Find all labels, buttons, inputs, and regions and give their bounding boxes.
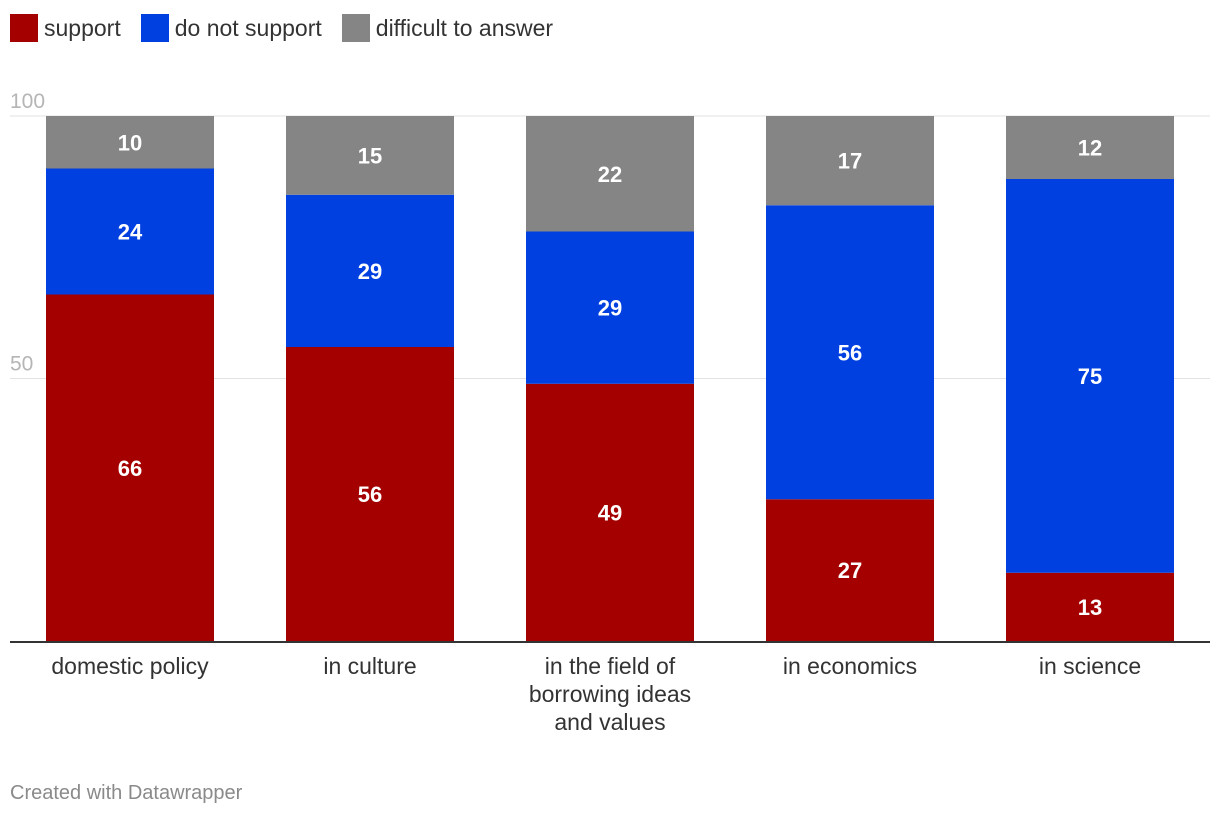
bar-in-science-difficult-to-answer <box>1006 116 1174 179</box>
data-label-domestic-policy-difficult-to-answer: 10 <box>118 130 142 155</box>
footer-credit: Created with Datawrapper <box>10 782 243 804</box>
data-label-in-the-field-of-borrowing-ideas-and-values-difficult-to-answer: 22 <box>598 162 622 187</box>
bar-domestic-policy-difficult-to-answer <box>46 116 214 169</box>
x-tick-label-in-the-field-of-borrowing-ideas-and-values: in the field of borrowing ideas and values <box>529 653 691 735</box>
legend-item-support: support <box>10 14 121 42</box>
data-label-in-the-field-of-borrowing-ideas-and-values-support: 49 <box>598 500 622 525</box>
y-tick-label-50: 50 <box>10 353 33 376</box>
data-label-in-economics-difficult-to-answer: 17 <box>838 149 862 174</box>
bar-in-science-support <box>1006 572 1174 641</box>
bar-in-science-do-not-support <box>1006 179 1174 573</box>
bar-in-culture-support <box>286 347 454 641</box>
x-tick-label-in-culture: in culture <box>323 653 416 679</box>
legend-item-do-not-support: do not support <box>140 14 322 42</box>
bar-in-economics-do-not-support <box>766 205 934 500</box>
data-label-in-science-support: 13 <box>1078 595 1102 620</box>
bar-domestic-policy-do-not-support <box>46 168 214 295</box>
data-label-in-culture-support: 56 <box>358 482 382 507</box>
bar-in-the-field-of-borrowing-ideas-and-values-do-not-support <box>526 231 694 384</box>
x-tick-label-in-economics: in economics <box>783 653 917 679</box>
x-tick-label-line: borrowing ideas <box>529 681 691 707</box>
x-tick-label-line: in the field of <box>545 653 676 679</box>
bar-in-economics-support <box>766 499 934 641</box>
x-tick-label-line: domestic policy <box>51 653 209 679</box>
legend-swatch-support <box>10 14 38 42</box>
x-tick-label-line: in culture <box>323 653 416 679</box>
legend-label-difficult-to-answer: difficult to answer <box>375 14 554 41</box>
legend-swatch-do-not-support <box>140 14 169 42</box>
x-tick-label-line: and values <box>554 709 665 735</box>
x-tick-label-domestic-policy: domestic policy <box>51 653 209 679</box>
bar-in-economics-difficult-to-answer <box>766 116 934 206</box>
bar-in-the-field-of-borrowing-ideas-and-values-difficult-to-answer <box>526 116 694 232</box>
data-label-in-the-field-of-borrowing-ideas-and-values-do-not-support: 29 <box>598 296 622 321</box>
data-label-in-culture-do-not-support: 29 <box>358 259 382 284</box>
bar-domestic-policy-support <box>46 294 214 641</box>
data-label-domestic-policy-support: 66 <box>118 456 142 481</box>
x-tick-label-in-science: in science <box>1039 653 1141 679</box>
bar-in-the-field-of-borrowing-ideas-and-values-support <box>526 383 694 641</box>
y-tick-label-100: 100 <box>10 90 45 113</box>
data-label-in-culture-difficult-to-answer: 15 <box>358 143 382 168</box>
stacked-bar-chart: 100 50 66 24 10 domestic policy 56 29 15 in cultu… <box>10 90 1210 735</box>
data-label-in-science-difficult-to-answer: 12 <box>1078 136 1102 161</box>
legend-label-do-not-support: do not support <box>174 14 322 41</box>
data-label-domestic-policy-do-not-support: 24 <box>118 220 143 245</box>
x-tick-label-line: in science <box>1039 653 1141 679</box>
data-label-in-economics-do-not-support: 56 <box>838 340 862 365</box>
bar-in-culture-do-not-support <box>286 194 454 347</box>
x-tick-label-line: in economics <box>783 653 917 679</box>
data-label-in-economics-support: 27 <box>838 558 862 583</box>
data-label-in-science-do-not-support: 75 <box>1078 364 1102 389</box>
legend-label-support: support <box>44 14 121 41</box>
legend-swatch-difficult-to-answer <box>341 14 370 42</box>
legend-item-difficult-to-answer: difficult to answer <box>341 14 554 42</box>
bar-in-culture-difficult-to-answer <box>286 116 454 195</box>
chart-legend: support do not support difficult to answ… <box>10 12 573 44</box>
